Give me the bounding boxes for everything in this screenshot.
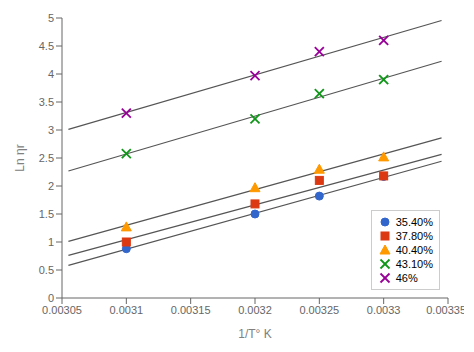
svg-text:2.5: 2.5 — [39, 152, 54, 164]
svg-text:Ln ηr: Ln ηr — [13, 144, 27, 171]
svg-text:0.0031: 0.0031 — [110, 304, 144, 316]
svg-text:4.5: 4.5 — [39, 40, 54, 52]
svg-text:1: 1 — [48, 236, 54, 248]
svg-text:0.00305: 0.00305 — [42, 304, 82, 316]
svg-text:0.0032: 0.0032 — [238, 304, 272, 316]
svg-text:3: 3 — [48, 124, 54, 136]
svg-text:1/T° K: 1/T° K — [238, 327, 271, 341]
svg-text:3.5: 3.5 — [39, 96, 54, 108]
svg-text:0.5: 0.5 — [39, 264, 54, 276]
html-text:46%: 46% — [395, 272, 418, 284]
svg-text:5: 5 — [48, 12, 54, 24]
svg-text:0.00335: 0.00335 — [426, 304, 464, 316]
html-text:43.10%: 43.10% — [395, 258, 433, 270]
svg-text:2: 2 — [48, 180, 54, 192]
html-text:37.80%: 37.80% — [395, 230, 433, 242]
html-text:40.40%: 40.40% — [395, 244, 433, 256]
svg-text:0: 0 — [48, 292, 54, 304]
svg-text:0.00325: 0.00325 — [299, 304, 339, 316]
html-text:35.40%: 35.40% — [395, 216, 433, 228]
svg-text:1.5: 1.5 — [39, 208, 54, 220]
svg-text:0.00315: 0.00315 — [171, 304, 211, 316]
svg-text:4: 4 — [48, 68, 54, 80]
svg-text:0.0033: 0.0033 — [367, 304, 401, 316]
